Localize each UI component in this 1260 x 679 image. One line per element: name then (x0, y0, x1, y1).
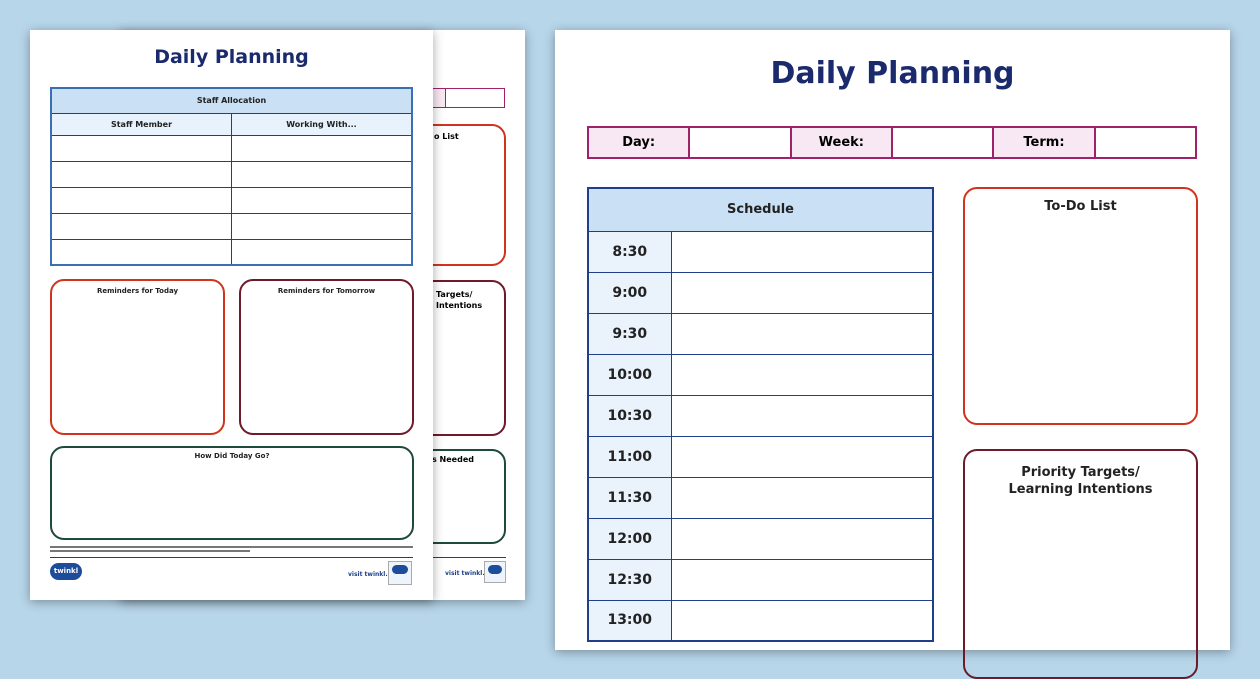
table-row (50, 212, 413, 240)
staff-cell[interactable] (50, 160, 232, 188)
table-row (50, 186, 413, 214)
right-page-title: Daily Planning (770, 56, 1015, 91)
schedule-slot[interactable] (670, 517, 934, 560)
schedule-header: Schedule (587, 187, 934, 232)
working-cell[interactable] (231, 186, 413, 214)
schedule-row: 13:00 (587, 599, 934, 642)
schedule-time: 9:00 (587, 271, 672, 314)
schedule-row: 10:30 (587, 394, 934, 437)
schedule-slot[interactable] (670, 476, 934, 519)
week-field[interactable] (893, 128, 995, 157)
schedule-slot[interactable] (670, 558, 934, 601)
info-row: Day: Week: Term: (587, 126, 1197, 159)
right-page: Daily Planning Day: Week: Term: Schedule… (555, 30, 1230, 679)
staff-cell[interactable] (50, 134, 232, 162)
schedule-slot[interactable] (670, 312, 934, 355)
schedule-slot[interactable] (670, 394, 934, 437)
schedule-time: 11:30 (587, 476, 672, 519)
schedule-slot[interactable] (670, 599, 934, 642)
schedule-time: 12:30 (587, 558, 672, 601)
working-cell[interactable] (231, 134, 413, 162)
back-footer-link[interactable]: visit twinkl.com (445, 570, 499, 577)
table-row (50, 134, 413, 162)
schedule-row: 11:30 (587, 476, 934, 519)
schedule-time: 12:00 (587, 517, 672, 560)
staff-cell[interactable] (50, 212, 232, 240)
twinkl-logo: twinkl (50, 563, 82, 580)
badge-icon (388, 561, 412, 585)
week-label: Week: (791, 128, 893, 157)
col-staff-member: Staff Member (50, 112, 232, 136)
schedule-time: 10:30 (587, 394, 672, 437)
schedule-row: 12:30 (587, 558, 934, 601)
col-working-with: Working With... (231, 112, 413, 136)
schedule-row: 9:30 (587, 312, 934, 355)
schedule-row: 9:00 (587, 271, 934, 314)
working-cell[interactable] (231, 160, 413, 188)
schedule-row: 8:30 (587, 230, 934, 273)
todo-list-box[interactable]: To-Do List (963, 187, 1198, 425)
schedule-time: 11:00 (587, 435, 672, 478)
schedule-row: 12:00 (587, 517, 934, 560)
priority-targets-box[interactable]: Priority Targets/ Learning Intentions (963, 449, 1198, 679)
staff-cell[interactable] (50, 238, 232, 266)
day-field[interactable] (690, 128, 792, 157)
day-label: Day: (589, 128, 691, 157)
footer-divider (50, 557, 413, 558)
schedule-row: 11:00 (587, 435, 934, 478)
staff-cell[interactable] (50, 186, 232, 214)
schedule-time: 8:30 (587, 230, 672, 273)
disclaimer-text (50, 546, 413, 548)
reminders-today-box[interactable]: Reminders for Today (50, 279, 225, 435)
back-badge-icon (484, 561, 506, 583)
term-label: Term: (994, 128, 1096, 157)
staff-table-header: Staff Allocation (50, 87, 413, 114)
schedule-row: 10:00 (587, 353, 934, 396)
left-page: Daily Planning Staff Allocation Staff Me… (30, 30, 433, 600)
staff-allocation-table: Staff Allocation Staff Member Working Wi… (50, 87, 413, 266)
schedule-slot[interactable] (670, 271, 934, 314)
working-cell[interactable] (231, 212, 413, 240)
schedule-slot[interactable] (670, 435, 934, 478)
footer-link[interactable]: visit twinkl.com (348, 571, 402, 578)
table-row (50, 160, 413, 188)
reminders-tomorrow-box[interactable]: Reminders for Tomorrow (239, 279, 414, 435)
table-row (50, 238, 413, 266)
left-page-title: Daily Planning (154, 46, 309, 68)
term-field[interactable] (1096, 128, 1195, 157)
working-cell[interactable] (231, 238, 413, 266)
schedule-time: 13:00 (587, 599, 672, 642)
schedule-time: 10:00 (587, 353, 672, 396)
how-did-today-go-box[interactable]: How Did Today Go? (50, 446, 414, 540)
schedule-slot[interactable] (670, 353, 934, 396)
schedule-time: 9:30 (587, 312, 672, 355)
schedule-slot[interactable] (670, 230, 934, 273)
schedule-table: Schedule 8:30 9:00 9:30 10:00 10:30 11:00 11:3… (587, 187, 934, 642)
